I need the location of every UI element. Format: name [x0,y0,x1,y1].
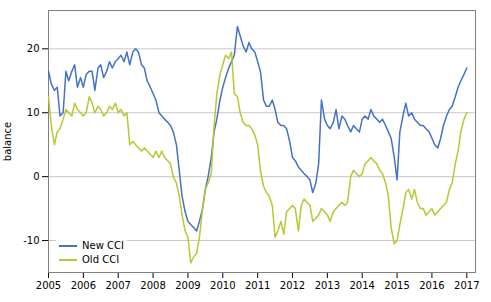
html-text:New CCI: New CCI [82,240,124,251]
svg-text:-10: -10 [23,235,39,246]
svg-text:2010: 2010 [210,280,235,291]
svg-text:0: 0 [33,171,39,182]
html-text:Old CCI: Old CCI [82,254,120,265]
svg-text:2017: 2017 [454,280,479,291]
svg-text:10: 10 [27,107,40,118]
svg-text:2005: 2005 [36,280,61,291]
svg-text:2015: 2015 [384,280,409,291]
svg-text:2011: 2011 [245,280,270,291]
svg-text:balance: balance [2,122,13,161]
svg-text:2008: 2008 [140,280,165,291]
svg-text:20: 20 [27,43,40,54]
svg-text:2016: 2016 [419,280,444,291]
svg-text:2014: 2014 [349,280,374,291]
svg-text:2006: 2006 [71,280,96,291]
svg-text:2012: 2012 [280,280,305,291]
svg-text:2007: 2007 [105,280,130,291]
svg-text:2009: 2009 [175,280,200,291]
svg-text:2013: 2013 [315,280,340,291]
